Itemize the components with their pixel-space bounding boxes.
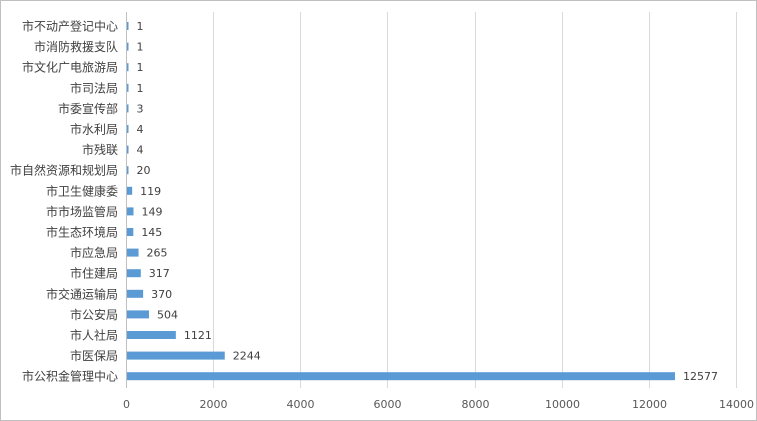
data-label: 265 bbox=[147, 247, 168, 260]
category-label: 市消防救援支队 bbox=[34, 39, 118, 54]
data-label: 317 bbox=[149, 267, 170, 280]
category-label: 市医保局 bbox=[70, 348, 118, 363]
bar bbox=[127, 63, 129, 72]
data-labels: 1 1 1 1 3 4 4 20 119 149 145 265 317 370 504 1121 2244 12… bbox=[137, 20, 718, 383]
category-label: 市公积金管理中心 bbox=[22, 369, 118, 384]
bar bbox=[127, 125, 129, 133]
category-label: 市司法局 bbox=[70, 80, 118, 95]
data-label: 4 bbox=[137, 144, 144, 157]
data-label: 2244 bbox=[233, 350, 261, 363]
bar bbox=[127, 104, 129, 113]
data-label: 119 bbox=[140, 185, 161, 198]
x-tick-label: 2000 bbox=[200, 398, 228, 411]
bar bbox=[127, 83, 129, 92]
x-tick-label: 6000 bbox=[374, 398, 402, 411]
x-tick-label: 10000 bbox=[545, 398, 580, 411]
bar bbox=[127, 186, 133, 195]
x-tick-label: 14000 bbox=[719, 398, 754, 411]
category-label: 市水利局 bbox=[70, 122, 118, 137]
gridlines bbox=[126, 12, 737, 388]
bar bbox=[127, 269, 141, 278]
data-label: 1 bbox=[137, 82, 144, 95]
data-label: 145 bbox=[141, 226, 162, 239]
bar bbox=[127, 331, 176, 339]
category-label: 市公安局 bbox=[70, 307, 118, 322]
bar bbox=[127, 289, 144, 298]
bar bbox=[127, 42, 129, 51]
data-label: 20 bbox=[137, 164, 151, 177]
bar bbox=[127, 248, 139, 257]
category-labels: 市不动产登记中心市消防救援支队市文化广电旅游局市司法局市委宣传部市水利局市残联市… bbox=[10, 19, 118, 384]
data-label: 4 bbox=[137, 123, 144, 136]
category-label: 市自然资源和规划局 bbox=[10, 163, 118, 178]
bar bbox=[127, 207, 134, 216]
category-label: 市卫生健康委 bbox=[46, 183, 118, 198]
bar bbox=[127, 310, 149, 319]
category-label: 市应急局 bbox=[70, 245, 118, 260]
data-label: 149 bbox=[141, 205, 162, 218]
bar bbox=[127, 166, 129, 175]
x-tick-label: 4000 bbox=[287, 398, 315, 411]
x-tick-label: 12000 bbox=[632, 398, 667, 411]
bar bbox=[127, 351, 225, 360]
data-label: 1121 bbox=[184, 329, 212, 342]
bar bbox=[127, 372, 675, 381]
bar bbox=[127, 22, 129, 30]
data-label: 1 bbox=[137, 20, 144, 33]
x-tick-label: 0 bbox=[123, 398, 130, 411]
x-axis-ticks: 0 2000 4000 6000 8000 10000 12000 14000 bbox=[123, 398, 754, 411]
category-label: 市生态环境局 bbox=[46, 225, 118, 240]
bar bbox=[127, 145, 129, 154]
category-label: 市文化广电旅游局 bbox=[22, 60, 118, 75]
category-label: 市委宣传部 bbox=[58, 101, 118, 116]
data-label: 370 bbox=[151, 288, 172, 301]
x-tick-label: 8000 bbox=[462, 398, 490, 411]
category-label: 市不动产登记中心 bbox=[22, 19, 118, 34]
data-label: 12577 bbox=[683, 370, 718, 383]
bars bbox=[127, 22, 675, 381]
data-label: 3 bbox=[137, 102, 144, 115]
category-label: 市住建局 bbox=[70, 266, 118, 281]
category-label: 市残联 bbox=[82, 142, 118, 157]
data-label: 1 bbox=[137, 41, 144, 54]
category-label: 市市场监管局 bbox=[46, 204, 118, 219]
category-label: 市人社局 bbox=[70, 328, 118, 343]
bar bbox=[127, 228, 134, 236]
category-label: 市交通运输局 bbox=[46, 286, 118, 301]
data-label: 504 bbox=[157, 308, 178, 321]
data-label: 1 bbox=[137, 61, 144, 74]
